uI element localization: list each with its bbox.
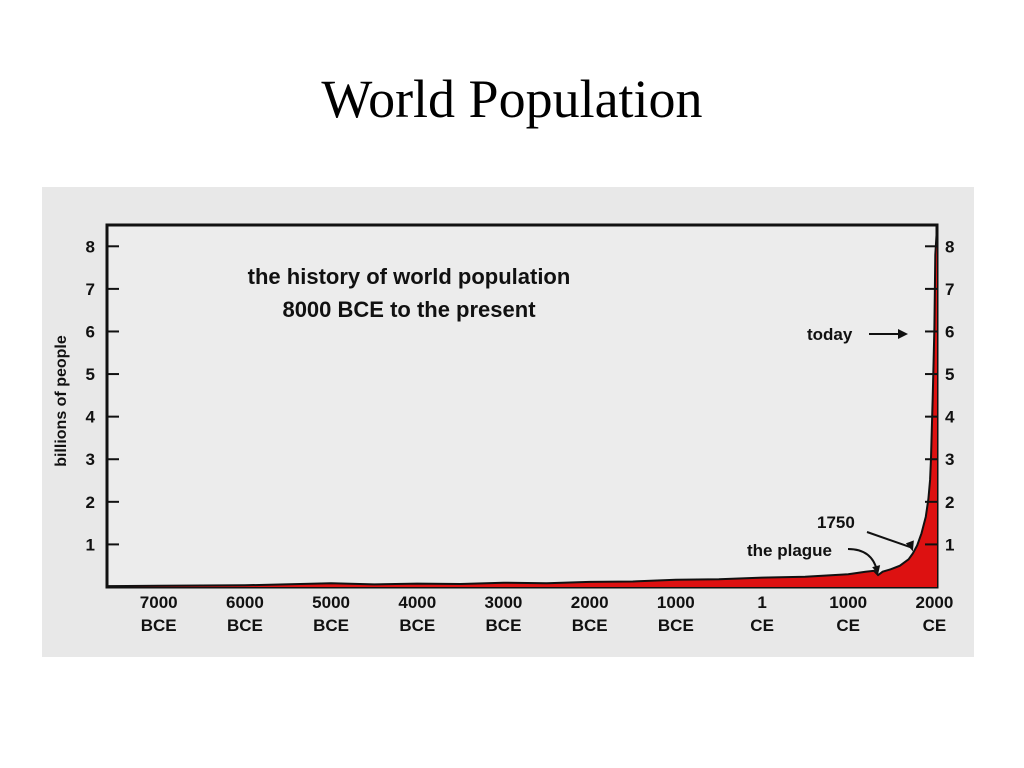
1750-arrow-line bbox=[866, 531, 912, 549]
x-tick-label-3-line2: BCE bbox=[399, 616, 435, 635]
x-tick-label-1-line2: BCE bbox=[227, 616, 263, 635]
chart-title-line-2: 8000 BCE to the present bbox=[282, 297, 536, 322]
y-axis-label: billions of people bbox=[53, 335, 70, 467]
slide-title: World Population bbox=[321, 69, 703, 129]
chart-title-line-1: the history of world population bbox=[248, 264, 571, 289]
x-tick-label-6-line2: BCE bbox=[658, 616, 694, 635]
today-arrow-head bbox=[898, 329, 908, 339]
x-tick-label-9-line1: 2000 bbox=[916, 593, 954, 612]
y-tick-label-left-4: 4 bbox=[86, 408, 96, 427]
y-tick-label-right-1: 1 bbox=[945, 535, 954, 554]
x-tick-label-2-line2: BCE bbox=[313, 616, 349, 635]
x-tick-label-8-line2: CE bbox=[836, 616, 860, 635]
x-tick-label-6-line1: 1000 bbox=[657, 593, 695, 612]
annotation-the-plague: the plague bbox=[747, 541, 832, 560]
x-tick-label-7-line2: CE bbox=[750, 616, 774, 635]
y-tick-label-right-5: 5 bbox=[945, 365, 954, 384]
x-tick-label-7-line1: 1 bbox=[757, 593, 766, 612]
x-tick-label-4-line2: BCE bbox=[486, 616, 522, 635]
y-tick-label-left-3: 3 bbox=[86, 450, 95, 469]
y-tick-label-left-7: 7 bbox=[86, 280, 95, 299]
y-tick-label-right-4: 4 bbox=[945, 408, 955, 427]
annotation-today: today bbox=[807, 325, 853, 344]
population-line bbox=[106, 226, 938, 588]
x-tick-label-1-line1: 6000 bbox=[226, 593, 264, 612]
x-tick-label-9-line2: CE bbox=[923, 616, 947, 635]
x-tick-label-8-line1: 1000 bbox=[829, 593, 867, 612]
x-tick-label-4-line1: 3000 bbox=[485, 593, 523, 612]
x-tick-label-5-line1: 2000 bbox=[571, 593, 609, 612]
plague-arrow-head bbox=[872, 565, 881, 575]
population-chart: 1 1 2 2 3 3 4 4 5 5 6 6 7 7 8 8 7000 BCE 6000 BCE 5000 BCE 400… bbox=[53, 223, 955, 635]
y-tick-label-left-8: 8 bbox=[86, 237, 95, 256]
y-tick-label-right-2: 2 bbox=[945, 493, 954, 512]
plot-background bbox=[105, 223, 939, 589]
plot-area bbox=[105, 223, 939, 589]
chart-panel: 1 1 2 2 3 3 4 4 5 5 6 6 7 7 8 8 7000 BCE 6000 BCE 5000 BCE 400… bbox=[42, 187, 974, 657]
x-tick-label-3-line1: 4000 bbox=[398, 593, 436, 612]
y-tick-label-right-8: 8 bbox=[945, 237, 954, 256]
y-tick-label-left-6: 6 bbox=[86, 322, 95, 341]
y-tick-label-right-7: 7 bbox=[945, 280, 954, 299]
1750-arrow-head bbox=[905, 540, 914, 552]
x-tick-label-2-line1: 5000 bbox=[312, 593, 350, 612]
x-tick-label-0-line2: BCE bbox=[141, 616, 177, 635]
y-tick-label-left-5: 5 bbox=[86, 365, 95, 384]
annotation-1750: 1750 bbox=[817, 513, 855, 532]
y-tick-label-right-6: 6 bbox=[945, 322, 954, 341]
x-tick-label-0-line1: 7000 bbox=[140, 593, 178, 612]
y-tick-label-left-2: 2 bbox=[86, 493, 95, 512]
y-tick-label-left-1: 1 bbox=[86, 535, 95, 554]
y-tick-label-right-3: 3 bbox=[945, 450, 954, 469]
x-tick-label-5-line2: BCE bbox=[572, 616, 608, 635]
